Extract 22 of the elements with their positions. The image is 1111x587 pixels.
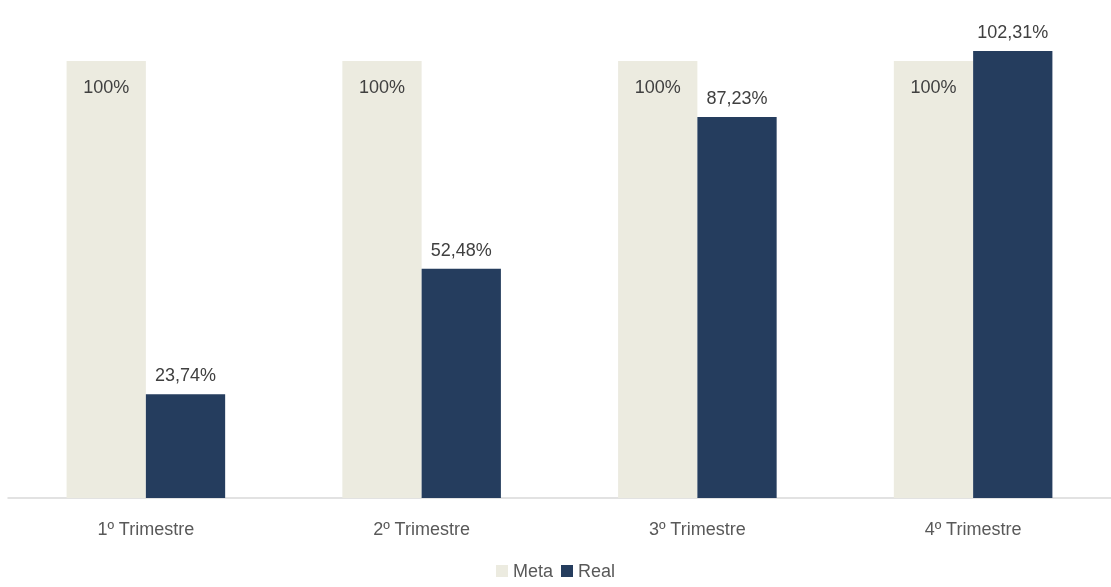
bar (893, 61, 974, 498)
bar (342, 61, 422, 498)
data-label: 23,74% (154, 365, 217, 386)
x-tick-label: 2º Trimestre (373, 519, 470, 539)
x-tick-label: 1º Trimestre (97, 519, 195, 539)
bar (697, 116, 777, 498)
data-label: 100% (634, 77, 681, 98)
bar (421, 268, 501, 498)
bar (145, 394, 226, 498)
x-tick-label: 4º Trimestre (924, 519, 1022, 539)
legend-label: Real (578, 561, 616, 581)
data-label: 102,31% (977, 22, 1049, 42)
bar (66, 61, 146, 498)
data-label: 100% (358, 77, 406, 98)
data-label: 87,23% (706, 87, 768, 108)
x-tick-label: 3º Trimestre (649, 519, 746, 539)
data-label: 100% (83, 77, 130, 98)
data-label: 100% (910, 77, 957, 98)
legend-label: Meta (512, 561, 554, 581)
bar (618, 61, 698, 498)
data-label: 52,48% (430, 239, 492, 260)
bar (973, 51, 1053, 498)
